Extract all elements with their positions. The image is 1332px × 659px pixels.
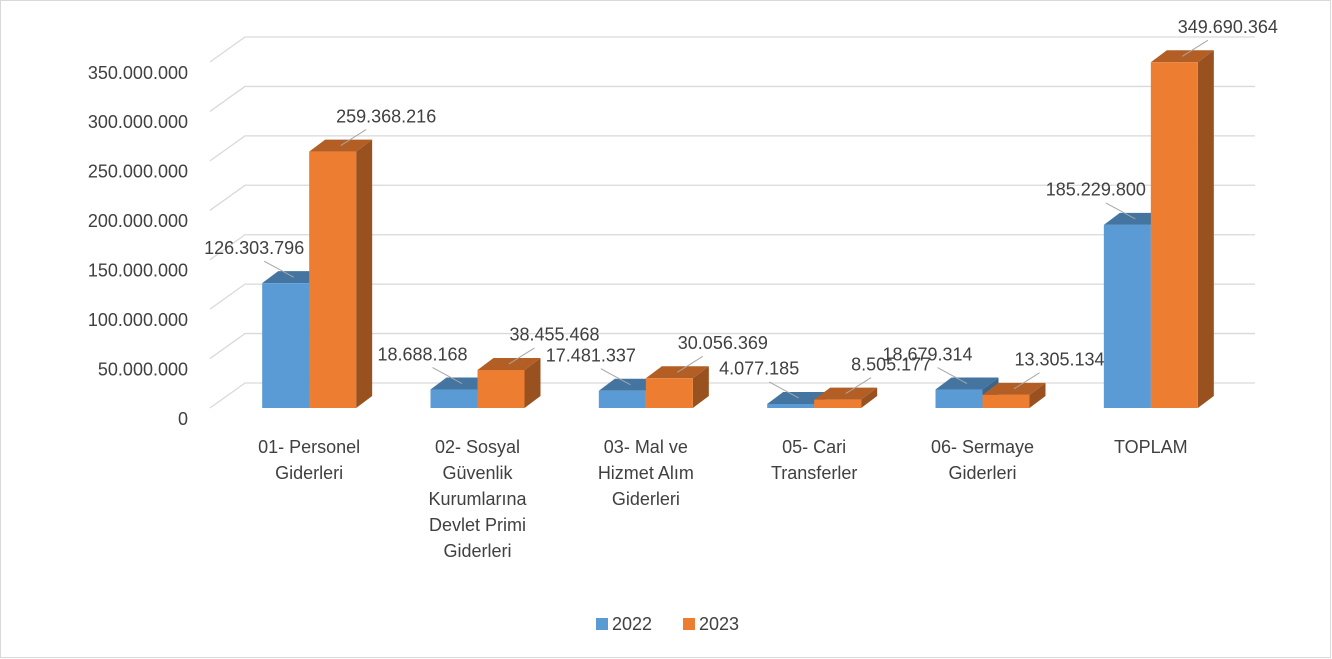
bar-front xyxy=(645,378,693,408)
bar xyxy=(982,382,1046,408)
value-label: 259.368.216 xyxy=(336,106,436,126)
value-label: 126.303.796 xyxy=(204,238,304,258)
grid-line xyxy=(209,283,1255,310)
x-tick-label: 03- Mal ve Hizmet Alım Giderleri xyxy=(597,437,694,509)
y-tick-label: 200.000.000 xyxy=(88,211,188,231)
leader-line xyxy=(508,347,535,365)
bar-side xyxy=(1029,382,1046,408)
bar-front xyxy=(309,151,357,408)
bar-front xyxy=(1150,62,1198,409)
leader-line xyxy=(768,381,799,399)
bar-front xyxy=(935,389,983,408)
leader-line xyxy=(1182,39,1209,57)
leader-line xyxy=(340,129,367,147)
bar-front xyxy=(767,403,815,408)
legend-label: 2022 xyxy=(612,614,652,634)
leader-line xyxy=(600,368,631,386)
bar-side xyxy=(356,139,373,408)
x-tick-label: 01- Personel Giderleri xyxy=(258,437,361,483)
grid-line xyxy=(209,135,1255,162)
grid-line xyxy=(209,36,1255,63)
leader-line xyxy=(432,367,463,384)
x-tick-label: TOPLAM xyxy=(1113,437,1188,457)
value-label: 8.505.177 xyxy=(851,354,931,374)
bar xyxy=(645,366,709,408)
leader-line xyxy=(1105,202,1136,220)
value-label: 38.455.468 xyxy=(509,325,599,345)
grid-line xyxy=(209,234,1255,261)
legend-swatch xyxy=(596,618,608,630)
bar-side xyxy=(692,366,709,408)
grid-line xyxy=(209,382,1255,409)
grid-line xyxy=(209,85,1255,112)
bar-front xyxy=(814,399,862,408)
bar-front xyxy=(598,390,646,408)
value-label: 30.056.369 xyxy=(678,333,768,353)
value-label: 18.679.314 xyxy=(882,344,972,364)
value-label: 13.305.134 xyxy=(1014,350,1104,370)
leader-line xyxy=(937,367,968,384)
bar xyxy=(1150,50,1214,409)
y-tick-label: 350.000.000 xyxy=(88,63,188,83)
value-label: 349.690.364 xyxy=(1178,17,1278,37)
value-label: 4.077.185 xyxy=(719,359,799,379)
bar xyxy=(309,139,373,408)
grid-line xyxy=(209,184,1255,211)
y-tick-label: 0 xyxy=(178,409,188,429)
y-tick-label: 50.000.000 xyxy=(98,359,188,379)
bar xyxy=(477,357,541,408)
leader-line xyxy=(263,260,294,278)
bar-front xyxy=(262,283,310,408)
bar-front xyxy=(430,389,478,408)
legend-label: 2023 xyxy=(699,614,739,634)
x-tick-label: 06- Sermaye Giderleri xyxy=(930,437,1035,483)
bar-front xyxy=(1103,224,1151,408)
value-label: 185.229.800 xyxy=(1046,180,1146,200)
leader-line xyxy=(677,355,704,373)
value-label: 17.481.337 xyxy=(546,345,636,365)
bar-side xyxy=(524,357,541,408)
y-tick-label: 100.000.000 xyxy=(88,310,188,330)
leader-line xyxy=(1013,372,1040,390)
x-tick-label: 05- Cari Transferler xyxy=(770,437,858,483)
bar-front xyxy=(982,394,1030,408)
value-label: 18.688.168 xyxy=(377,344,467,364)
y-tick-label: 300.000.000 xyxy=(88,112,188,132)
bar-side xyxy=(1197,50,1214,409)
legend-swatch xyxy=(683,618,695,630)
grid-line xyxy=(209,332,1255,360)
y-tick-label: 150.000.000 xyxy=(88,260,188,280)
y-tick-label: 250.000.000 xyxy=(88,162,188,182)
x-tick-label: 02- Sosyal Güvenlik Kurumlarına Devlet P… xyxy=(428,437,527,561)
bar-side xyxy=(861,387,878,408)
leader-line xyxy=(845,377,872,395)
bar-front xyxy=(477,369,525,408)
